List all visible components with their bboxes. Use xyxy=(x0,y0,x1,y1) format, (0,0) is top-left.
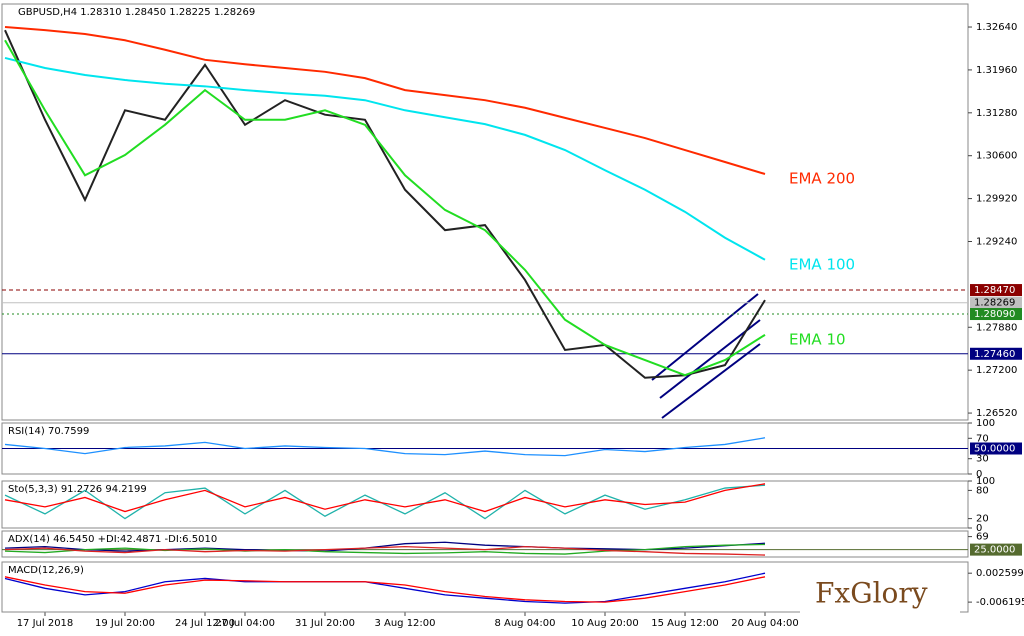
y-tick-label: 0 xyxy=(976,523,982,534)
y-tick-label: -0.006195 xyxy=(976,597,1024,608)
y-tick-label: 1.27880 xyxy=(976,322,1017,333)
channel-line xyxy=(651,293,759,381)
symbol-info: GBPUSD,H4 1.28310 1.28450 1.28225 1.2826… xyxy=(18,7,255,18)
level-box xyxy=(970,296,1022,309)
logo-box xyxy=(800,570,960,614)
panel-frame xyxy=(1,530,969,558)
y-tick-label: 1.26520 xyxy=(976,408,1017,419)
x-tick-label: 19 Jul 20:00 xyxy=(95,618,155,629)
series-line xyxy=(4,572,766,604)
x-tick-label: 31 Jul 20:00 xyxy=(295,618,355,629)
series-line xyxy=(4,26,766,175)
y-tick-label: 30 xyxy=(976,454,989,465)
x-tick-label: 17 Jul 2018 xyxy=(17,618,74,629)
level-label: 50.0000 xyxy=(974,444,1015,455)
level-box xyxy=(970,308,1022,321)
x-tick-label: 8 Aug 04:00 xyxy=(494,618,555,629)
level-label: 25.0000 xyxy=(974,545,1015,556)
level-box xyxy=(970,543,1022,556)
y-tick-label: 80 xyxy=(976,485,989,496)
panel-title: MACD(12,26,9) xyxy=(8,565,84,576)
y-tick-label: 1.30600 xyxy=(976,151,1017,162)
x-tick-label: 15 Aug 12:00 xyxy=(651,618,718,629)
x-tick-label: 24 Jul 12:00 xyxy=(175,618,235,629)
y-tick-label: 100 xyxy=(976,476,995,487)
series-label: EMA 200 xyxy=(789,169,855,187)
series-line xyxy=(4,546,766,556)
series-line xyxy=(4,576,766,603)
y-tick-label: 1.29920 xyxy=(976,194,1017,205)
series-line xyxy=(4,39,766,377)
series-line xyxy=(4,29,766,379)
series-line xyxy=(4,56,766,261)
level-label: 1.28090 xyxy=(974,309,1015,320)
y-tick-label: 1.29240 xyxy=(976,236,1017,247)
y-tick-label: 0 xyxy=(976,469,982,480)
series-line xyxy=(4,437,766,457)
y-tick-label: 1.32640 xyxy=(976,22,1017,33)
level-label: 1.27460 xyxy=(974,349,1015,360)
y-tick-label: 0.002599 xyxy=(976,568,1024,579)
series-label: EMA 100 xyxy=(789,255,855,273)
level-label: 1.28269 xyxy=(974,298,1015,309)
channel-line xyxy=(659,319,761,399)
y-tick-label: 1.31280 xyxy=(976,108,1017,119)
series-label: EMA 10 xyxy=(789,330,846,348)
y-tick-label: 100 xyxy=(976,418,995,429)
panel-title: ADX(14) 46.5450 +DI:42.4871 -DI:6.5010 xyxy=(8,534,217,545)
level-box xyxy=(970,284,1022,297)
x-tick-label: 10 Aug 20:00 xyxy=(571,618,638,629)
panel-title: Sto(5,3,3) 91.2726 94.2199 xyxy=(8,484,147,495)
x-tick-label: 3 Aug 12:00 xyxy=(374,618,435,629)
y-tick-label: 69 xyxy=(976,532,989,543)
level-label: 1.28470 xyxy=(974,285,1015,296)
y-tick-label: 70 xyxy=(976,433,989,444)
logo: FxGlory xyxy=(815,577,928,610)
panel-title: RSI(14) 70.7599 xyxy=(8,426,89,437)
series-line xyxy=(4,483,766,513)
level-box xyxy=(970,442,1022,455)
level-box xyxy=(970,347,1022,360)
panel-frame xyxy=(1,561,969,613)
y-tick-label: 1.31960 xyxy=(976,65,1017,76)
y-tick-label: 1.27200 xyxy=(976,365,1017,376)
channel-line xyxy=(661,343,761,419)
series-line xyxy=(4,484,766,520)
panel-frame xyxy=(1,480,969,529)
x-tick-label: 20 Aug 04:00 xyxy=(731,618,798,629)
y-tick-label: 20 xyxy=(976,514,989,525)
x-tick-label: 27 Jul 04:00 xyxy=(215,618,275,629)
series-line xyxy=(4,543,766,555)
panel-frame xyxy=(1,3,969,421)
